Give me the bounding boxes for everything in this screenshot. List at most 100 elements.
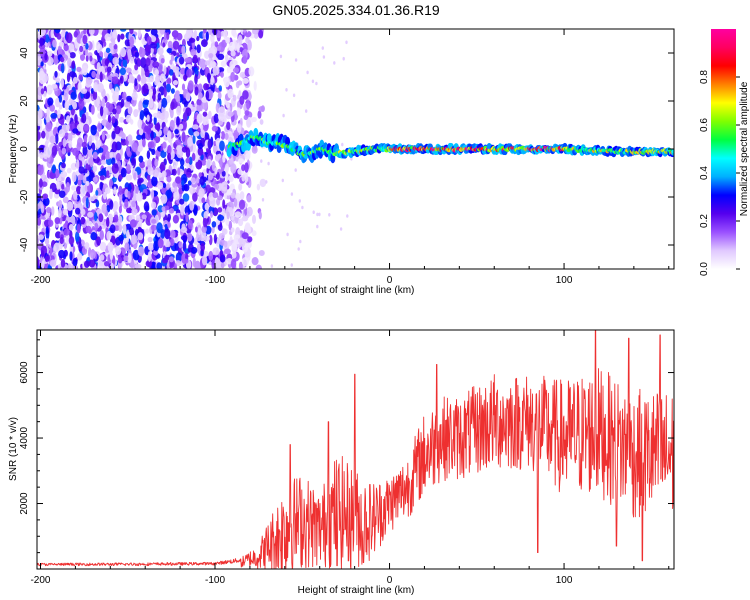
heatmap-cell — [49, 135, 56, 144]
heatmap-cell — [204, 50, 210, 59]
heatmap-cell — [76, 159, 80, 170]
heatmap-cell — [222, 228, 228, 235]
heatmap-cell — [201, 197, 206, 204]
heatmap-cell — [316, 224, 319, 229]
heatmap-cell — [37, 217, 42, 226]
heatmap-cell — [121, 132, 126, 140]
heatmap-cell — [57, 45, 63, 56]
heatmap-cell — [212, 247, 220, 256]
heatmap-cell — [80, 53, 85, 61]
heatmap-cell — [217, 53, 225, 60]
heatmap-cell — [90, 104, 95, 115]
heatmap-cell — [69, 71, 76, 78]
heatmap-cell — [172, 181, 178, 188]
heatmap-cell — [180, 235, 188, 241]
heatmap-cell — [129, 260, 135, 269]
heatmap-cell — [39, 178, 43, 188]
heatmap-cell — [246, 195, 252, 203]
heatmap-cell — [44, 255, 49, 263]
heatmap-cell — [145, 228, 150, 234]
heatmap-cell — [192, 134, 196, 145]
heatmap-cell — [138, 155, 144, 163]
heatmap-cell — [108, 52, 113, 62]
heatmap-cell — [94, 212, 98, 222]
heatmap-cell — [90, 124, 97, 136]
heatmap-cell — [168, 256, 174, 263]
heatmap-cell — [175, 91, 180, 103]
heatmap-cell — [203, 118, 209, 125]
heatmap-cell — [78, 74, 83, 81]
heatmap-cell — [202, 111, 208, 117]
heatmap-cell — [151, 261, 155, 269]
heatmap-cell — [247, 176, 251, 183]
heatmap-cell — [92, 176, 98, 183]
heatmap-cell — [56, 179, 60, 190]
heatmap-cell — [84, 242, 90, 250]
heatmap-cell — [176, 105, 182, 116]
heatmap-cell — [162, 258, 169, 264]
heatmap-cell — [46, 84, 53, 95]
heatmap-cell — [56, 33, 62, 40]
colorbar-tick-label: 0.8 — [699, 70, 710, 84]
heatmap-cell — [226, 121, 231, 131]
heatmap-cell — [148, 88, 153, 98]
heatmap-cell — [226, 240, 232, 247]
heatmap-cell — [132, 69, 139, 75]
heatmap-cell — [40, 61, 44, 67]
heatmap-cell — [301, 205, 304, 210]
heatmap-cell — [251, 230, 257, 237]
heatmap-cell — [222, 199, 226, 209]
heatmap-cell — [55, 231, 62, 239]
heatmap-cell — [173, 191, 180, 201]
heatmap-cell — [130, 189, 134, 199]
heatmap-cell — [49, 104, 55, 112]
heatmap-cell — [82, 34, 88, 45]
heatmap-cell — [76, 142, 81, 152]
heatmap-cell — [197, 142, 203, 150]
heatmap-cell — [138, 128, 144, 136]
heatmap-cell — [108, 103, 114, 113]
heatmap-cell — [299, 239, 302, 244]
heatmap-cell — [102, 191, 107, 200]
heatmap-cell — [176, 32, 183, 41]
heatmap-cell — [147, 236, 153, 243]
heatmap-cell — [103, 51, 109, 58]
heatmap-cell — [120, 47, 127, 58]
heatmap-cell — [230, 71, 236, 83]
heatmap-cell — [109, 251, 114, 261]
heatmap-cell — [219, 157, 223, 168]
heatmap-cell — [120, 33, 125, 40]
heatmap-cell — [124, 39, 131, 47]
heatmap-cell — [92, 165, 98, 172]
heatmap-cell — [178, 241, 183, 249]
heatmap-cell — [208, 53, 214, 59]
heatmap-cell — [88, 259, 96, 268]
heatmap-cell — [119, 116, 125, 123]
heatmap-cell — [175, 252, 183, 263]
heatmap-cell — [92, 90, 98, 100]
heatmap-cell — [51, 206, 55, 216]
heatmap-cell — [169, 119, 175, 131]
heatmap-cell — [124, 198, 129, 208]
heatmap-cell — [120, 29, 127, 32]
y-tick-label: 6000 — [19, 361, 30, 384]
heatmap-cell — [195, 159, 203, 170]
heatmap-cell — [218, 233, 225, 239]
heatmap-cell — [37, 118, 43, 127]
heatmap-cell — [170, 101, 175, 111]
heatmap-cell — [205, 225, 212, 235]
heatmap-cell — [51, 83, 58, 89]
heatmap-cell — [72, 128, 79, 134]
heatmap-cell — [78, 241, 82, 252]
heatmap-cell — [113, 186, 117, 193]
heatmap-cell — [74, 114, 78, 124]
heatmap-cell — [130, 76, 136, 84]
heatmap-cell — [114, 135, 122, 142]
heatmap-cell — [172, 214, 179, 224]
heatmap-cell — [220, 181, 228, 192]
heatmap-cell — [184, 57, 192, 63]
heatmap-cell — [76, 223, 81, 234]
heatmap-cell — [172, 66, 180, 72]
heatmap-cell — [199, 104, 203, 112]
heatmap-cell — [189, 200, 195, 211]
